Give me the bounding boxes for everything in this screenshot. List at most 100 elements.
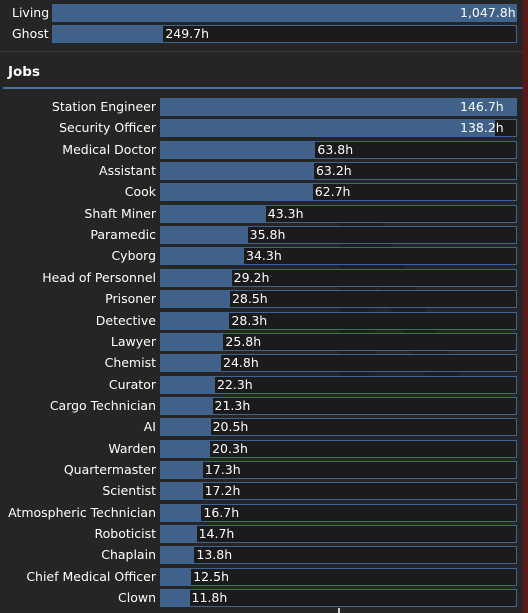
hours-value: 20.3h — [212, 440, 248, 456]
progress-bar: 12.5h — [160, 567, 517, 586]
progress-bar: 35.8h — [160, 226, 517, 245]
job-row: Roboticist 14.7h — [0, 524, 528, 544]
progress-bar: 22.3h — [160, 375, 517, 394]
progress-bar: 1,047.8h — [52, 4, 517, 22]
job-row: Chaplain 13.8h — [0, 545, 528, 565]
job-row: Warden 20.3h — [0, 439, 528, 459]
progress-fill — [161, 205, 266, 222]
summary-row: Living 1,047.8h — [0, 3, 528, 23]
hours-value: 25.8h — [225, 333, 262, 349]
job-row: AI 20.5h — [0, 417, 528, 437]
hours-value: 146.7h — [460, 99, 504, 114]
hours-value: 12.5h — [193, 568, 229, 584]
row-label: Chaplain — [101, 547, 156, 563]
row-label: Lawyer — [110, 333, 156, 349]
progress-bar: 28.5h — [160, 290, 517, 309]
progress-bar: 17.3h — [160, 460, 517, 479]
progress-fill — [161, 568, 192, 585]
row-label: Curator — [108, 376, 156, 392]
progress-fill — [161, 184, 313, 201]
hours-value: 63.8h — [317, 141, 354, 157]
job-row: Cyborg 34.3h — [0, 246, 528, 266]
hours-value: 11.8h — [191, 590, 228, 606]
scrollbar-marker — [338, 608, 340, 613]
progress-fill — [161, 376, 215, 393]
job-row: Lawyer 25.8h — [0, 332, 528, 352]
hours-value: 17.3h — [204, 461, 241, 477]
progress-fill — [161, 590, 190, 607]
job-row: Head of Personnel 29.2h — [0, 268, 528, 288]
progress-fill — [161, 419, 211, 436]
progress-fill — [161, 355, 221, 372]
progress-fill — [161, 526, 197, 542]
progress-bar: 16.7h — [160, 503, 517, 522]
window-edge — [523, 0, 528, 613]
row-label: Paramedic — [90, 227, 156, 243]
job-row: Station Engineer 146.7h — [0, 97, 528, 117]
row-label: Chief Medical Officer — [26, 568, 156, 584]
progress-fill — [161, 141, 316, 158]
progress-bar: 13.8h — [160, 546, 517, 565]
progress-bar: 62.7h — [160, 183, 517, 202]
progress-bar: 17.2h — [160, 482, 517, 501]
job-row: Chemist 24.8h — [0, 353, 528, 373]
hours-value: 20.5h — [212, 419, 249, 435]
summary-row: Ghost 249.7h — [0, 24, 528, 44]
hours-value: 62.7h — [314, 184, 351, 200]
row-label: Detective — [95, 312, 156, 328]
progress-bar: 249.7h — [52, 25, 517, 43]
progress-fill — [161, 397, 213, 414]
row-label: AI — [143, 419, 156, 435]
row-label: Living — [12, 5, 50, 20]
row-label: Quartermaster — [63, 461, 156, 477]
progress-fill — [161, 291, 230, 308]
progress-bar: 11.8h — [160, 589, 517, 608]
progress-bar: 24.8h — [160, 354, 517, 373]
progress-fill — [161, 312, 230, 329]
row-label: Clown — [118, 590, 156, 606]
job-row: Prisoner 28.5h — [0, 289, 528, 309]
row-label: Scientist — [102, 483, 156, 499]
progress-bar: 34.3h — [160, 247, 517, 266]
job-row: Atmospheric Technician 16.7h — [0, 503, 528, 523]
hours-value: 14.7h — [198, 526, 235, 541]
row-label: Prisoner — [105, 291, 156, 307]
progress-bar: 14.7h — [160, 525, 517, 543]
progress-bar: 146.7h — [160, 98, 517, 116]
progress-fill — [161, 99, 516, 115]
section-divider — [3, 87, 523, 89]
hours-value: 17.2h — [204, 483, 241, 499]
row-label: Cyborg — [111, 248, 156, 264]
section-separator — [0, 51, 523, 52]
hours-value: 34.3h — [246, 248, 282, 264]
row-label: Shaft Miner — [84, 205, 156, 221]
job-row: Security Officer 138.2h — [0, 118, 528, 138]
job-row: Detective 28.3h — [0, 311, 528, 331]
progress-bar: 28.3h — [160, 311, 517, 330]
hours-value: 28.3h — [231, 312, 268, 328]
progress-fill — [161, 504, 202, 521]
job-row: Shaft Miner 43.3h — [0, 204, 528, 224]
progress-fill — [161, 248, 244, 265]
row-label: Warden — [108, 440, 156, 456]
row-label: Ghost — [12, 26, 49, 41]
job-row: Clown 11.8h — [0, 588, 528, 608]
job-row: Quartermaster 17.3h — [0, 460, 528, 480]
hours-value: 1,047.8h — [460, 5, 516, 20]
row-label: Cook — [124, 184, 156, 200]
section-title-jobs: Jobs — [8, 64, 40, 80]
hours-value: 63.2h — [315, 163, 352, 179]
hours-value: 22.3h — [216, 376, 253, 392]
hours-value: 29.2h — [233, 269, 270, 285]
progress-fill — [161, 547, 195, 564]
row-label: Cargo Technician — [49, 397, 156, 413]
progress-bar: 20.5h — [160, 418, 517, 437]
hours-value: 35.8h — [249, 227, 286, 243]
progress-fill — [161, 269, 232, 286]
job-row: Scientist 17.2h — [0, 481, 528, 501]
progress-fill — [161, 227, 248, 244]
job-row: Cargo Technician 21.3h — [0, 396, 528, 416]
progress-fill — [161, 461, 203, 478]
row-label: Head of Personnel — [42, 269, 156, 285]
job-row: Cook 62.7h — [0, 182, 528, 202]
